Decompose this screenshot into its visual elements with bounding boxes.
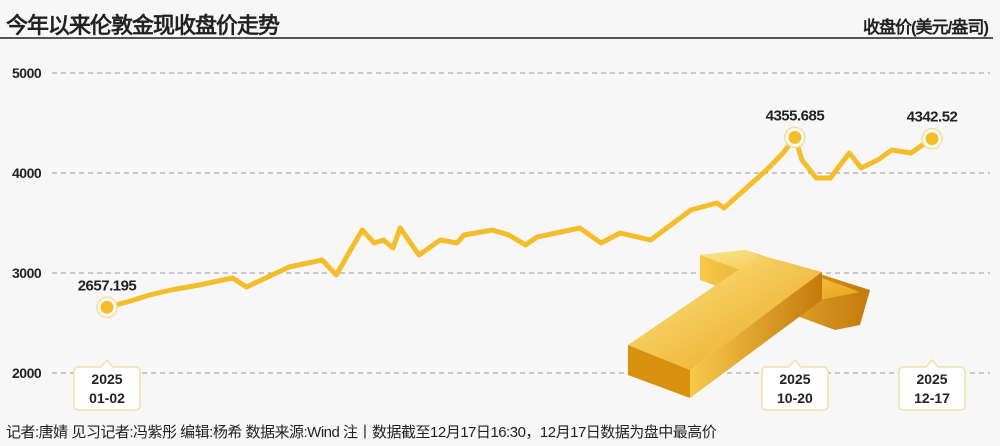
gold-bars-illustration <box>628 250 870 398</box>
date-callout <box>73 358 141 411</box>
chart-title: 今年以来伦敦金现收盘价走势 <box>6 13 280 38</box>
unit-label: 收盘价(美元/盎司) <box>862 18 989 37</box>
y-tick-label: 2000 <box>12 365 42 381</box>
date-year-label: 2025 <box>779 371 810 387</box>
marker-dot <box>788 130 802 144</box>
value-label: 4355.685 <box>766 107 825 124</box>
date-md-label: 01-02 <box>89 390 125 406</box>
date-md-label: 12-17 <box>914 390 950 406</box>
date-year-label: 2025 <box>916 371 947 387</box>
y-tick-label: 5000 <box>12 65 42 81</box>
y-tick-label: 4000 <box>12 165 42 181</box>
value-label: 2657.195 <box>78 277 137 294</box>
date-callout <box>761 358 829 411</box>
price-line <box>104 134 935 310</box>
footer-credits: 记者:唐婧 见习记者:冯紫彤 编辑:杨希 数据来源:Wind 注丨数据截至12月… <box>6 424 717 441</box>
title-divider <box>0 37 993 39</box>
marker-dot <box>925 132 939 146</box>
marker-dot <box>100 300 114 314</box>
date-md-label: 10-20 <box>777 390 813 406</box>
date-year-label: 2025 <box>91 371 122 387</box>
y-tick-label: 3000 <box>12 265 42 281</box>
date-callout <box>898 358 966 411</box>
value-label: 4342.52 <box>907 109 958 126</box>
